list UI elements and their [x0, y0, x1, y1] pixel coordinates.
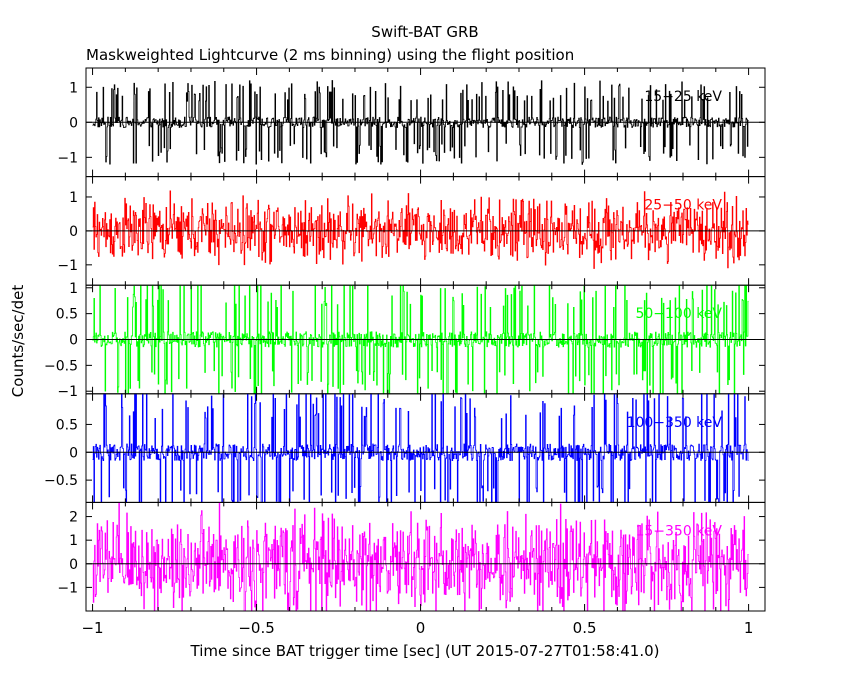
y-tick-label: −1	[57, 580, 78, 596]
y-tick-label: 1	[69, 190, 78, 206]
panel-0: −1 0 1 15−25 keV	[57, 67, 766, 178]
x-tick-label: −1	[81, 619, 103, 637]
y-tick-label: 0	[69, 445, 78, 461]
x-tick-label: −0.5	[238, 619, 274, 637]
lightcurve-1	[92, 190, 749, 269]
y-axis-label: Counts/sec/det	[9, 285, 27, 398]
x-tick-label: 0	[416, 619, 426, 637]
y-tick-label: −0.5	[44, 473, 78, 489]
y-tick-label: −0.5	[44, 358, 78, 374]
lightcurve-2	[92, 284, 749, 395]
panel-4: −1 0 1 2 15−350 keV	[57, 501, 766, 612]
panel-3: −0.5 0 0.5 100−350 keV	[44, 393, 766, 503]
panel-label: 15−25 keV	[644, 89, 722, 105]
x-axis: −1 −0.5 0 0.5 1	[81, 619, 753, 637]
y-tick-label: 1	[69, 533, 78, 549]
y-tick-label: −1	[57, 258, 78, 274]
lightcurve-4	[92, 502, 749, 612]
panel-label: 25−50 keV	[644, 198, 722, 214]
panel-2: −1 −0.5 0 0.5 1 50−100 keV	[44, 281, 766, 400]
panels: −1 0 1 15−25 keV −1 0 1 25−50 keV −1 −0.5 0 0.5 1 50−…	[44, 67, 766, 612]
y-tick-label: 2	[69, 510, 78, 526]
panel-label: 50−100 keV	[635, 306, 722, 322]
x-axis-label: Time since BAT trigger time [sec] (UT 20…	[190, 642, 660, 660]
y-tick-label: 1	[69, 80, 78, 96]
panel-label: 100−350 keV	[627, 415, 723, 431]
y-tick-label: −1	[57, 384, 78, 400]
panel-1: −1 0 1 25−50 keV	[57, 176, 766, 286]
lightcurve-3	[92, 393, 749, 503]
chart-title: Swift-BAT GRB	[371, 23, 478, 41]
x-tick-label: 1	[744, 619, 754, 637]
y-tick-label: −1	[57, 150, 78, 166]
x-tick-label: 0.5	[573, 619, 597, 637]
panel-label: 15−350 keV	[635, 523, 722, 539]
y-tick-label: 0.5	[56, 417, 78, 433]
chart-subtitle: Maskweighted Lightcurve (2 ms binning) u…	[86, 46, 574, 64]
y-tick-label: 0	[69, 224, 78, 240]
y-tick-label: 1	[69, 281, 78, 297]
y-tick-label: 0	[69, 557, 78, 573]
y-tick-label: 0.5	[56, 307, 78, 323]
panel-frame	[85, 501, 766, 612]
y-tick-label: 0	[69, 333, 78, 349]
y-tick-label: 0	[69, 115, 78, 131]
